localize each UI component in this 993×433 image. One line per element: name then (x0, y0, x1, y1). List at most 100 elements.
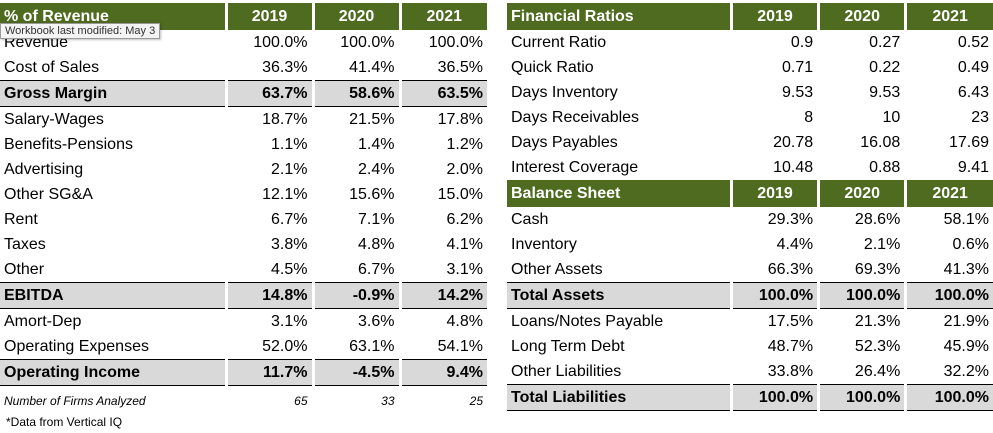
row-value-cell[interactable]: 17.8% (398, 106, 487, 132)
row-label-cell[interactable]: Taxes (4, 235, 46, 253)
row-value-cell[interactable]: 58.1% (904, 207, 993, 232)
row-label-cell[interactable]: Operating Expenses (4, 337, 149, 355)
row-value-cell[interactable]: 17.5% (729, 308, 819, 334)
row-label-cell[interactable]: Days Inventory (511, 83, 618, 101)
row-value-cell[interactable]: 15.0% (398, 182, 487, 207)
row-value-cell[interactable]: 2.0% (398, 157, 487, 182)
row-value-cell[interactable]: 36.3% (224, 55, 313, 81)
row-label-cell[interactable]: Amort-Dep (4, 312, 82, 330)
row-label-cell[interactable]: Interest Coverage (511, 158, 639, 176)
row-label-cell[interactable]: Loans/Notes Payable (511, 312, 664, 330)
firms-analyzed-value[interactable]: 25 (398, 385, 487, 416)
row-label-cell[interactable]: Other Assets (511, 260, 603, 278)
header-year-cell[interactable]: 2020 (311, 3, 400, 30)
row-value-cell[interactable]: 14.8% (224, 282, 313, 309)
row-value-cell[interactable]: 6.7% (224, 207, 313, 232)
row-value-cell[interactable]: 4.8% (398, 308, 487, 334)
row-value-cell[interactable]: 6.43 (904, 80, 993, 105)
row-value-cell[interactable]: 100.0% (729, 384, 819, 411)
row-value-cell[interactable]: 0.27 (817, 30, 906, 55)
row-value-cell[interactable]: 100.0% (311, 30, 400, 55)
row-value-cell[interactable]: 41.3% (904, 257, 993, 283)
row-value-cell[interactable]: 26.4% (817, 359, 906, 385)
row-label-cell[interactable]: Current Ratio (511, 33, 607, 51)
row-value-cell[interactable]: 28.6% (817, 207, 906, 232)
row-value-cell[interactable]: 9.41 (904, 155, 993, 180)
row-value-cell[interactable]: 100.0% (729, 282, 819, 309)
row-value-cell[interactable]: 1.2% (398, 132, 487, 157)
row-value-cell[interactable]: 3.1% (398, 257, 487, 283)
header-year-cell[interactable]: 2019 (729, 180, 819, 207)
row-label-cell[interactable]: Salary-Wages (4, 110, 104, 128)
row-value-cell[interactable]: 2.1% (224, 157, 313, 182)
row-value-cell[interactable]: 66.3% (729, 257, 819, 283)
row-value-cell[interactable]: 52.3% (817, 334, 906, 359)
row-value-cell[interactable]: 12.1% (224, 182, 313, 207)
row-value-cell[interactable]: 21.3% (817, 308, 906, 334)
header-year-cell[interactable]: 2019 (224, 3, 313, 30)
row-value-cell[interactable]: 63.5% (398, 80, 487, 107)
row-value-cell[interactable]: 3.8% (224, 232, 313, 257)
row-value-cell[interactable]: 4.5% (224, 257, 313, 283)
row-label-cell[interactable]: Other (4, 260, 45, 278)
row-value-cell[interactable]: 11.7% (224, 359, 313, 386)
row-value-cell[interactable]: 14.2% (398, 282, 487, 309)
row-value-cell[interactable]: 45.9% (904, 334, 993, 359)
row-value-cell[interactable]: 29.3% (729, 207, 819, 232)
row-value-cell[interactable]: 9.53 (729, 80, 819, 105)
row-value-cell[interactable]: 10 (817, 105, 906, 130)
row-label-cell[interactable]: Cash (511, 210, 549, 228)
row-label-cell[interactable]: Operating Income (0, 359, 226, 386)
row-value-cell[interactable]: -4.5% (311, 359, 400, 386)
row-value-cell[interactable]: 21.5% (311, 106, 400, 132)
header-year-cell[interactable]: 2021 (904, 180, 993, 207)
row-value-cell[interactable]: 2.1% (817, 232, 906, 257)
header-label-cell[interactable]: Balance Sheet (507, 180, 732, 207)
row-value-cell[interactable]: 4.8% (311, 232, 400, 257)
row-value-cell[interactable]: 18.7% (224, 106, 313, 132)
row-label-cell[interactable]: Inventory (511, 235, 577, 253)
row-value-cell[interactable]: 17.69 (904, 130, 993, 155)
row-value-cell[interactable]: 2.4% (311, 157, 400, 182)
header-year-cell[interactable]: 2019 (729, 3, 819, 30)
row-value-cell[interactable]: 32.2% (904, 359, 993, 385)
row-label-cell[interactable]: Total Assets (507, 282, 732, 309)
row-value-cell[interactable]: 0.9 (729, 30, 819, 55)
row-value-cell[interactable]: 6.2% (398, 207, 487, 232)
row-value-cell[interactable]: 6.7% (311, 257, 400, 283)
row-label-cell[interactable]: Total Liabilities (507, 384, 732, 411)
header-year-cell[interactable]: 2021 (398, 3, 487, 30)
row-value-cell[interactable]: 69.3% (817, 257, 906, 283)
row-value-cell[interactable]: 9.4% (398, 359, 487, 386)
firms-analyzed-value[interactable]: 65 (224, 385, 313, 416)
row-value-cell[interactable]: 23 (904, 105, 993, 130)
row-value-cell[interactable]: 16.08 (817, 130, 906, 155)
row-value-cell[interactable]: 33.8% (729, 359, 819, 385)
header-year-cell[interactable]: 2021 (904, 3, 993, 30)
row-label-cell[interactable]: Days Receivables (511, 108, 640, 126)
row-value-cell[interactable]: 100.0% (817, 282, 906, 309)
row-value-cell[interactable]: 7.1% (311, 207, 400, 232)
row-value-cell[interactable]: 0.71 (729, 55, 819, 80)
row-value-cell[interactable]: 52.0% (224, 334, 313, 360)
header-label-cell[interactable]: Financial Ratios (507, 3, 732, 30)
row-value-cell[interactable]: 1.1% (224, 132, 313, 157)
row-value-cell[interactable]: 0.88 (817, 155, 906, 180)
row-value-cell[interactable]: 63.7% (224, 80, 313, 107)
row-value-cell[interactable]: 54.1% (398, 334, 487, 360)
row-value-cell[interactable]: 100.0% (398, 30, 487, 55)
row-label-cell[interactable]: Other Liabilities (511, 362, 622, 380)
row-value-cell[interactable]: 9.53 (817, 80, 906, 105)
row-label-cell[interactable]: Advertising (4, 160, 84, 178)
row-value-cell[interactable]: 3.6% (311, 308, 400, 334)
row-value-cell[interactable]: 3.1% (224, 308, 313, 334)
row-value-cell[interactable]: 100.0% (904, 282, 993, 309)
row-value-cell[interactable]: -0.9% (311, 282, 400, 309)
firms-analyzed-label[interactable]: Number of Firms Analyzed (4, 394, 146, 408)
row-value-cell[interactable]: 1.4% (311, 132, 400, 157)
row-label-cell[interactable]: Days Payables (511, 133, 618, 151)
header-year-cell[interactable]: 2020 (817, 3, 906, 30)
row-label-cell[interactable]: Cost of Sales (4, 58, 100, 76)
row-value-cell[interactable]: 20.78 (729, 130, 819, 155)
row-value-cell[interactable]: 0.22 (817, 55, 906, 80)
